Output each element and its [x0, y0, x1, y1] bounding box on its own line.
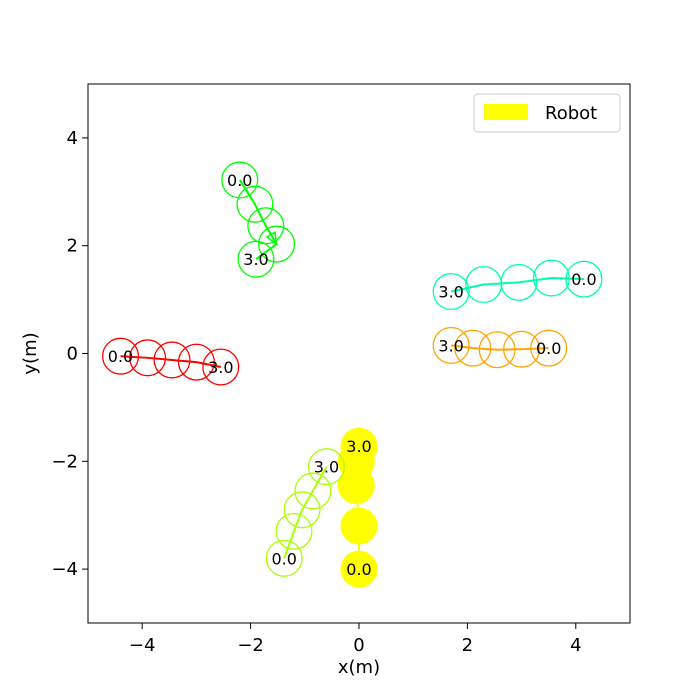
time-label-start: 0.0 [271, 549, 296, 568]
legend-swatch-robot [484, 104, 528, 120]
legend-label-robot: Robot [545, 103, 597, 124]
time-label-start: 0.0 [571, 270, 596, 289]
position-marker [465, 265, 503, 304]
trajectory-5: 0.0 3.0 [265, 448, 346, 577]
time-label-start: 0.0 [227, 171, 252, 190]
position-marker [432, 272, 470, 311]
trajectory-0: 0.0 3.0 [337, 427, 378, 588]
x-tick-label: −4 [129, 635, 156, 656]
y-tick-label: −4 [51, 559, 78, 580]
trajectory-2: 0.0 3.0 [221, 161, 296, 278]
x-tick-label: 2 [462, 635, 473, 656]
trajectory-3: 0.0 3.0 [432, 259, 603, 311]
x-tick-label: 4 [570, 635, 581, 656]
position-marker [221, 161, 259, 199]
time-label-start: 0.0 [346, 560, 371, 579]
position-marker [340, 427, 378, 465]
position-marker [177, 343, 215, 381]
position-marker [340, 550, 378, 588]
legend-box [473, 93, 621, 133]
trajectory-1: 0.0 3.0 [101, 337, 240, 386]
position-marker [530, 329, 568, 367]
y-tick-label: −2 [51, 451, 78, 472]
time-label-end: 3.0 [314, 458, 339, 477]
position-marker [237, 240, 275, 278]
position-marker [340, 507, 378, 545]
position-marker [202, 348, 240, 386]
position-marker [432, 326, 470, 364]
position-marker [307, 448, 346, 486]
position-marker [236, 185, 274, 223]
position-marker [258, 225, 296, 263]
trajectory-line [450, 277, 584, 293]
axes: −4 −2 0 2 4 −4 −2 0 2 4 [51, 83, 631, 656]
time-label-end: 3.0 [346, 437, 371, 456]
position-marker [532, 259, 570, 297]
position-marker [503, 330, 541, 368]
position-marker [454, 329, 492, 367]
x-tick-label: 0 [353, 635, 364, 656]
position-marker [153, 341, 191, 379]
y-tick-label: 2 [67, 236, 78, 257]
legend: Robot [473, 93, 621, 133]
time-label-end: 3.0 [243, 250, 268, 269]
position-marker [265, 539, 303, 577]
position-marker [565, 260, 603, 298]
position-marker [101, 337, 140, 375]
position-marker [283, 491, 321, 529]
y-tick-label: 4 [67, 128, 78, 149]
trajectory-line [238, 179, 278, 260]
time-label-end: 3.0 [438, 283, 463, 302]
trajectory-markers: 0.0 3.0 0.0 3.0 0.0 3.0 0.0 3.0 0.0 3.0 0.0 3.0 [101, 161, 603, 588]
position-marker [294, 472, 332, 510]
position-marker [129, 339, 167, 377]
y-axis-label: y(m) [20, 332, 41, 374]
x-tick-label: −2 [237, 635, 264, 656]
position-marker [478, 331, 516, 369]
y-tick-label: 0 [67, 344, 78, 365]
time-label-start: 0.0 [536, 339, 561, 358]
x-axis-label: x(m) [338, 657, 380, 678]
direction-arrow [265, 230, 278, 246]
position-marker [275, 512, 313, 550]
time-label-end: 3.0 [208, 358, 233, 377]
trajectory-4: 0.0 3.0 [432, 326, 568, 369]
time-label-end: 3.0 [438, 336, 463, 355]
time-label-start: 0.0 [108, 347, 133, 366]
